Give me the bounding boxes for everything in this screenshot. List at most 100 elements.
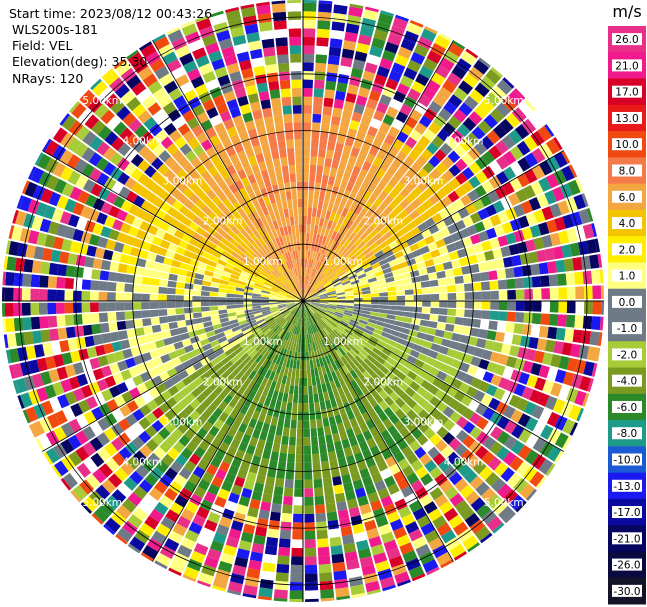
velocity-gate bbox=[138, 430, 151, 444]
velocity-gate bbox=[240, 531, 254, 543]
velocity-gate bbox=[60, 439, 75, 455]
velocity-gate bbox=[224, 472, 236, 484]
velocity-gate bbox=[270, 307, 279, 312]
velocity-gate bbox=[446, 348, 457, 358]
velocity-gate bbox=[419, 453, 432, 466]
velocity-gate bbox=[289, 173, 296, 183]
velocity-gate bbox=[286, 402, 293, 412]
velocity-gate bbox=[296, 360, 300, 370]
velocity-gate bbox=[337, 358, 345, 368]
velocity-gate bbox=[370, 544, 385, 556]
velocity-gate bbox=[25, 345, 37, 360]
velocity-gate bbox=[326, 220, 333, 230]
velocity-gate bbox=[263, 349, 271, 359]
velocity-gate bbox=[574, 390, 587, 406]
velocity-gate bbox=[95, 157, 109, 172]
velocity-gate bbox=[409, 20, 424, 28]
velocity-gate bbox=[430, 72, 446, 86]
velocity-gate bbox=[419, 274, 430, 282]
velocity-gate bbox=[442, 169, 455, 182]
velocity-gate bbox=[150, 466, 164, 480]
velocity-gate bbox=[175, 288, 185, 295]
velocity-gate bbox=[254, 314, 264, 320]
velocity-gate bbox=[345, 23, 360, 34]
velocity-gate bbox=[411, 392, 423, 403]
velocity-gate bbox=[453, 87, 468, 102]
velocity-gate bbox=[168, 530, 184, 544]
velocity-gate bbox=[95, 344, 106, 357]
velocity-gate bbox=[117, 483, 132, 498]
velocity-gate bbox=[92, 223, 104, 236]
velocity-gate bbox=[405, 136, 418, 149]
velocity-gate bbox=[277, 303, 287, 307]
velocity-gate bbox=[257, 275, 266, 282]
velocity-gate bbox=[389, 98, 403, 111]
velocity-gate bbox=[68, 214, 80, 228]
velocity-gate bbox=[172, 116, 186, 129]
velocity-gate bbox=[45, 355, 57, 370]
velocity-gate bbox=[243, 452, 253, 464]
velocity-gate bbox=[275, 256, 282, 266]
velocity-gate bbox=[123, 476, 138, 491]
velocity-gate bbox=[348, 436, 358, 447]
velocity-gate bbox=[303, 295, 310, 301]
velocity-gate bbox=[465, 490, 480, 506]
velocity-gate bbox=[245, 261, 255, 269]
velocity-gate bbox=[115, 302, 125, 311]
velocity-gate bbox=[319, 348, 325, 358]
velocity-gate bbox=[583, 301, 593, 315]
velocity-gate bbox=[267, 331, 275, 339]
velocity-gate bbox=[568, 404, 582, 421]
velocity-gate bbox=[316, 252, 321, 262]
velocity-gate bbox=[167, 109, 182, 122]
velocity-gate bbox=[303, 292, 306, 301]
velocity-gate bbox=[454, 185, 467, 198]
velocity-gate bbox=[286, 462, 295, 472]
velocity-gate bbox=[264, 232, 272, 242]
velocity-gate bbox=[201, 311, 211, 317]
velocity-gate bbox=[247, 93, 260, 104]
velocity-gate bbox=[192, 290, 202, 296]
velocity-gate bbox=[211, 250, 222, 259]
velocity-gate bbox=[352, 425, 362, 436]
velocity-gate bbox=[310, 259, 314, 268]
velocity-gate bbox=[335, 254, 343, 263]
velocity-gate bbox=[150, 278, 160, 286]
velocity-gate bbox=[188, 473, 201, 486]
velocity-gate bbox=[196, 366, 207, 377]
velocity-gate bbox=[316, 243, 321, 253]
velocity-gate bbox=[72, 484, 88, 501]
velocity-gate bbox=[299, 267, 302, 276]
velocity-gate bbox=[167, 280, 177, 288]
velocity-gate bbox=[274, 28, 288, 39]
velocity-gate bbox=[76, 414, 89, 429]
velocity-gate bbox=[367, 277, 377, 283]
velocity-gate bbox=[335, 243, 343, 253]
velocity-gate bbox=[163, 80, 178, 94]
velocity-gate bbox=[300, 292, 303, 301]
velocity-gate bbox=[345, 305, 354, 309]
velocity-gate bbox=[177, 123, 191, 136]
velocity-gate bbox=[388, 240, 399, 250]
velocity-gate bbox=[80, 205, 93, 219]
velocity-gate bbox=[225, 262, 235, 270]
velocity-gate bbox=[453, 267, 463, 276]
velocity-gate bbox=[357, 187, 367, 198]
velocity-gate bbox=[394, 279, 404, 286]
velocity-gate bbox=[92, 258, 103, 269]
velocity-gate bbox=[434, 149, 447, 162]
velocity-gate bbox=[272, 354, 279, 364]
velocity-gate bbox=[410, 198, 422, 210]
velocity-gate bbox=[328, 302, 337, 305]
velocity-gate bbox=[204, 325, 214, 333]
velocity-gate bbox=[160, 353, 171, 364]
velocity-gate bbox=[236, 283, 246, 289]
velocity-gate bbox=[265, 63, 278, 74]
velocity-gate bbox=[287, 323, 293, 333]
velocity-gate bbox=[212, 344, 222, 353]
velocity-gate bbox=[238, 218, 248, 229]
velocity-gate bbox=[399, 542, 414, 555]
velocity-gate bbox=[28, 166, 37, 180]
velocity-gate bbox=[264, 414, 273, 425]
velocity-gate bbox=[244, 312, 254, 317]
